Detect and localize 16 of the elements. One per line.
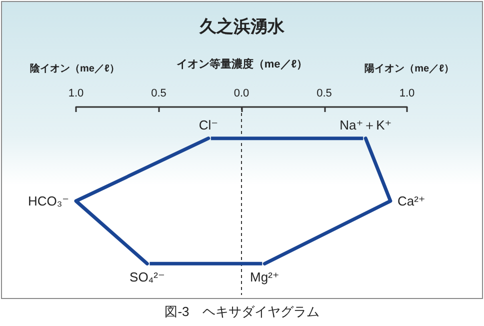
y2-tick-label: Na⁺＋K⁺ bbox=[340, 117, 392, 132]
y-tick-label: SO₄²⁻ bbox=[130, 270, 165, 285]
text: 陰イオン（me／ℓ） bbox=[30, 62, 120, 74]
text: 陽イオン（me／ℓ） bbox=[364, 64, 454, 74]
x-tick-label: 0.5 bbox=[151, 88, 166, 100]
text: 図-3 ヘキサダイヤグラム bbox=[164, 304, 320, 319]
x-tick-label: 1.0 bbox=[399, 88, 415, 100]
x-tick-label: 1.0 bbox=[68, 88, 84, 100]
y2-tick-label: Ca²⁺ bbox=[397, 194, 426, 208]
y-tick-label: Cl⁻ bbox=[198, 117, 218, 132]
chart-title: 久之浜湧水 bbox=[198, 17, 286, 36]
x-axis-title: イオン等量濃度（me／ℓ） bbox=[176, 58, 308, 70]
y2-tick-label: Mg²⁺ bbox=[250, 270, 280, 285]
x-tick-label: 0.5 bbox=[316, 88, 332, 100]
y-tick-label: HCO₃⁻ bbox=[28, 194, 69, 208]
x-tick-label: 0.0 bbox=[234, 88, 250, 100]
